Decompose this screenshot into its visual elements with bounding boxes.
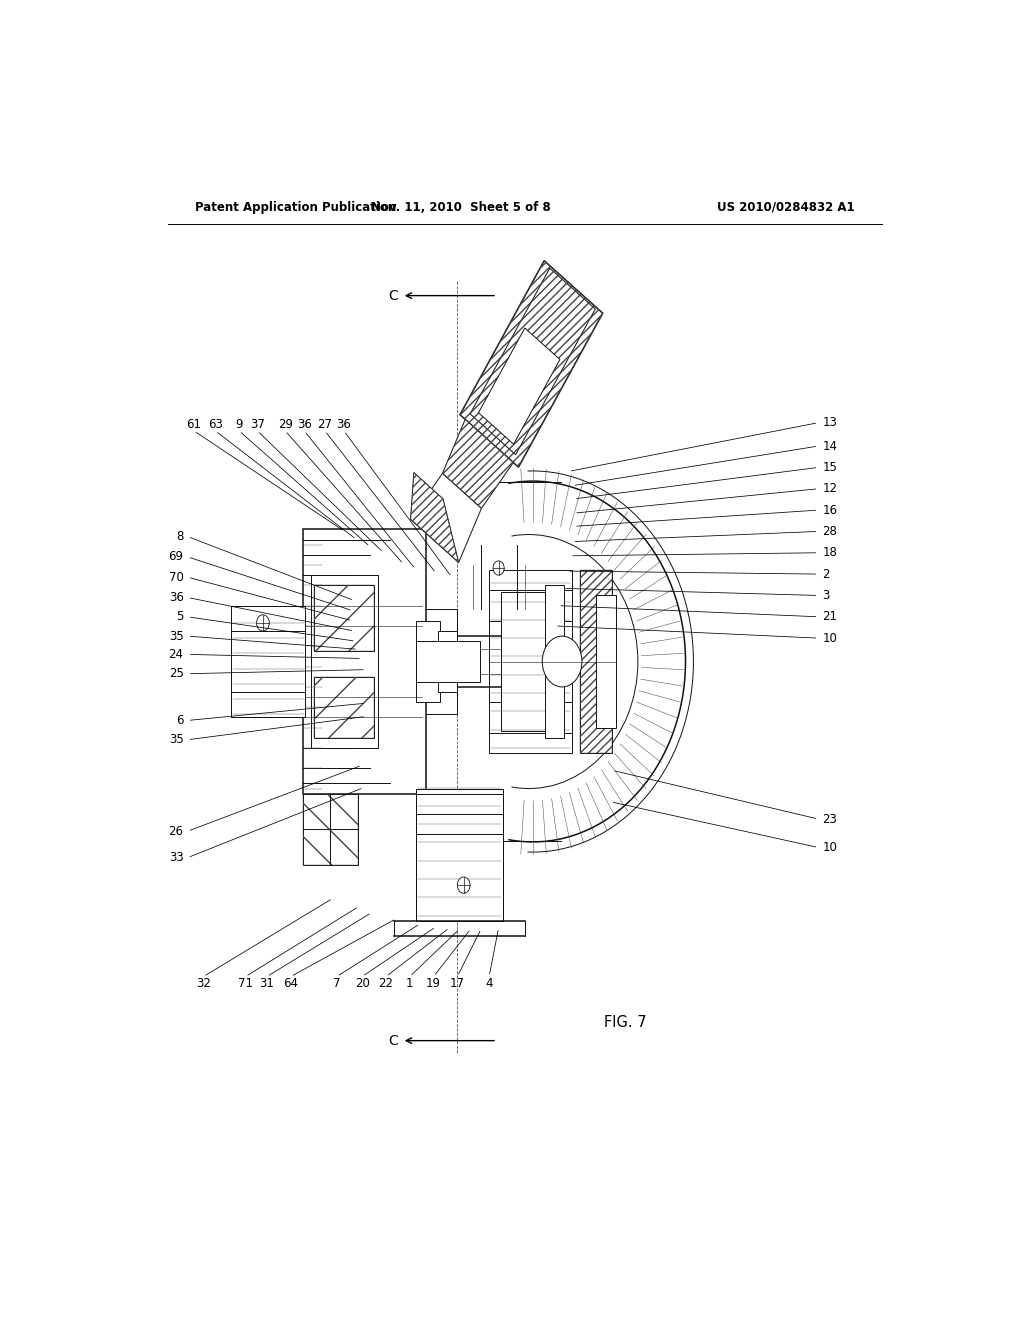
Text: 2: 2 (822, 568, 829, 581)
Text: 31: 31 (259, 977, 274, 990)
Bar (581, 570, 612, 752)
Bar (416, 788, 504, 921)
Circle shape (543, 636, 582, 686)
Polygon shape (470, 268, 595, 454)
Bar (581, 570, 612, 752)
Text: 14: 14 (822, 440, 838, 453)
Text: FIG. 7: FIG. 7 (604, 1015, 647, 1030)
Bar (314, 677, 374, 738)
Text: US 2010/0284832 A1: US 2010/0284832 A1 (717, 201, 854, 214)
Text: 20: 20 (354, 977, 370, 990)
Bar (314, 585, 374, 651)
Bar (310, 576, 378, 748)
Text: 16: 16 (822, 503, 838, 516)
Text: 3: 3 (822, 589, 829, 602)
Bar (596, 595, 616, 727)
Text: 22: 22 (379, 977, 393, 990)
Text: 36: 36 (169, 591, 183, 605)
Text: 13: 13 (822, 416, 838, 429)
Polygon shape (460, 260, 603, 467)
Bar (489, 570, 572, 752)
Polygon shape (442, 420, 513, 508)
Text: 18: 18 (822, 546, 838, 560)
Bar (416, 620, 440, 702)
Bar (303, 529, 426, 793)
Circle shape (257, 615, 269, 631)
Bar (545, 585, 564, 738)
Polygon shape (411, 473, 459, 562)
Text: 35: 35 (169, 734, 183, 746)
Text: 23: 23 (822, 813, 838, 825)
Text: 36: 36 (297, 418, 311, 430)
Text: 24: 24 (169, 648, 183, 661)
Circle shape (494, 561, 504, 576)
Text: 32: 32 (196, 977, 211, 990)
Text: 69: 69 (169, 550, 183, 564)
Text: 37: 37 (250, 418, 265, 430)
Circle shape (458, 876, 470, 894)
Text: 5: 5 (176, 610, 183, 623)
Bar (501, 593, 560, 731)
Text: 6: 6 (176, 714, 183, 727)
Bar (416, 642, 479, 682)
Polygon shape (478, 327, 560, 445)
Bar (314, 677, 374, 738)
Bar (303, 793, 358, 865)
Text: C: C (388, 289, 397, 302)
Text: 10: 10 (822, 632, 838, 644)
Text: Patent Application Publication: Patent Application Publication (196, 201, 396, 214)
Text: 36: 36 (337, 418, 351, 430)
Text: 15: 15 (822, 461, 838, 474)
Text: 33: 33 (169, 851, 183, 865)
Polygon shape (411, 474, 481, 562)
Text: 63: 63 (208, 418, 223, 430)
Text: 12: 12 (822, 482, 838, 495)
Text: Nov. 11, 2010  Sheet 5 of 8: Nov. 11, 2010 Sheet 5 of 8 (372, 201, 551, 214)
Text: 28: 28 (822, 525, 838, 539)
Bar (231, 606, 305, 718)
Text: 61: 61 (186, 418, 202, 430)
Text: 1: 1 (406, 977, 414, 990)
Text: 17: 17 (450, 977, 465, 990)
Text: 7: 7 (333, 977, 340, 990)
Text: 26: 26 (169, 825, 183, 838)
Text: 64: 64 (284, 977, 298, 990)
Text: 35: 35 (169, 630, 183, 643)
Text: 29: 29 (278, 418, 293, 430)
Text: C: C (388, 1034, 397, 1048)
Text: 27: 27 (317, 418, 333, 430)
Text: 10: 10 (822, 841, 838, 854)
Bar (303, 793, 358, 865)
Text: 25: 25 (169, 667, 183, 680)
Text: 21: 21 (822, 610, 838, 623)
Text: 8: 8 (176, 531, 183, 543)
Text: 9: 9 (236, 418, 243, 430)
Bar (437, 631, 458, 692)
Text: 70: 70 (169, 570, 183, 583)
Text: 4: 4 (485, 977, 493, 990)
Bar (314, 585, 374, 651)
Text: 71: 71 (238, 977, 253, 990)
Text: 19: 19 (426, 977, 441, 990)
